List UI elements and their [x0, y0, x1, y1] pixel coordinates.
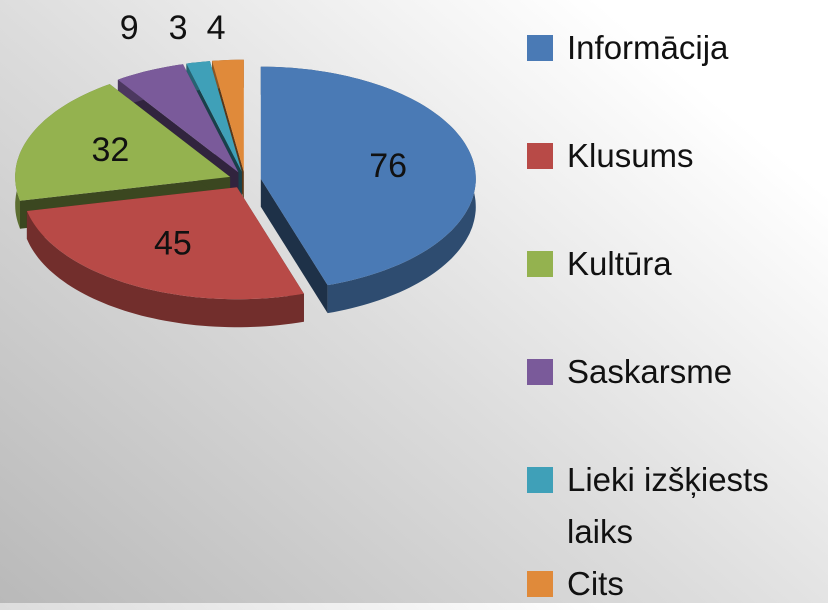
data-label: 32	[91, 131, 129, 169]
data-label: 9	[120, 9, 139, 47]
slice-group	[26, 187, 304, 328]
data-label: 45	[154, 225, 192, 263]
slice	[212, 59, 244, 172]
data-label: 4	[207, 9, 226, 47]
slice-group	[260, 66, 476, 314]
slice-side	[26, 211, 304, 328]
slice	[15, 84, 231, 201]
slice	[186, 61, 242, 172]
slice	[260, 66, 476, 286]
data-label: 76	[369, 147, 407, 185]
slice-side	[260, 178, 328, 314]
data-label: 3	[169, 9, 188, 47]
slice	[117, 64, 239, 173]
slice	[26, 187, 304, 300]
